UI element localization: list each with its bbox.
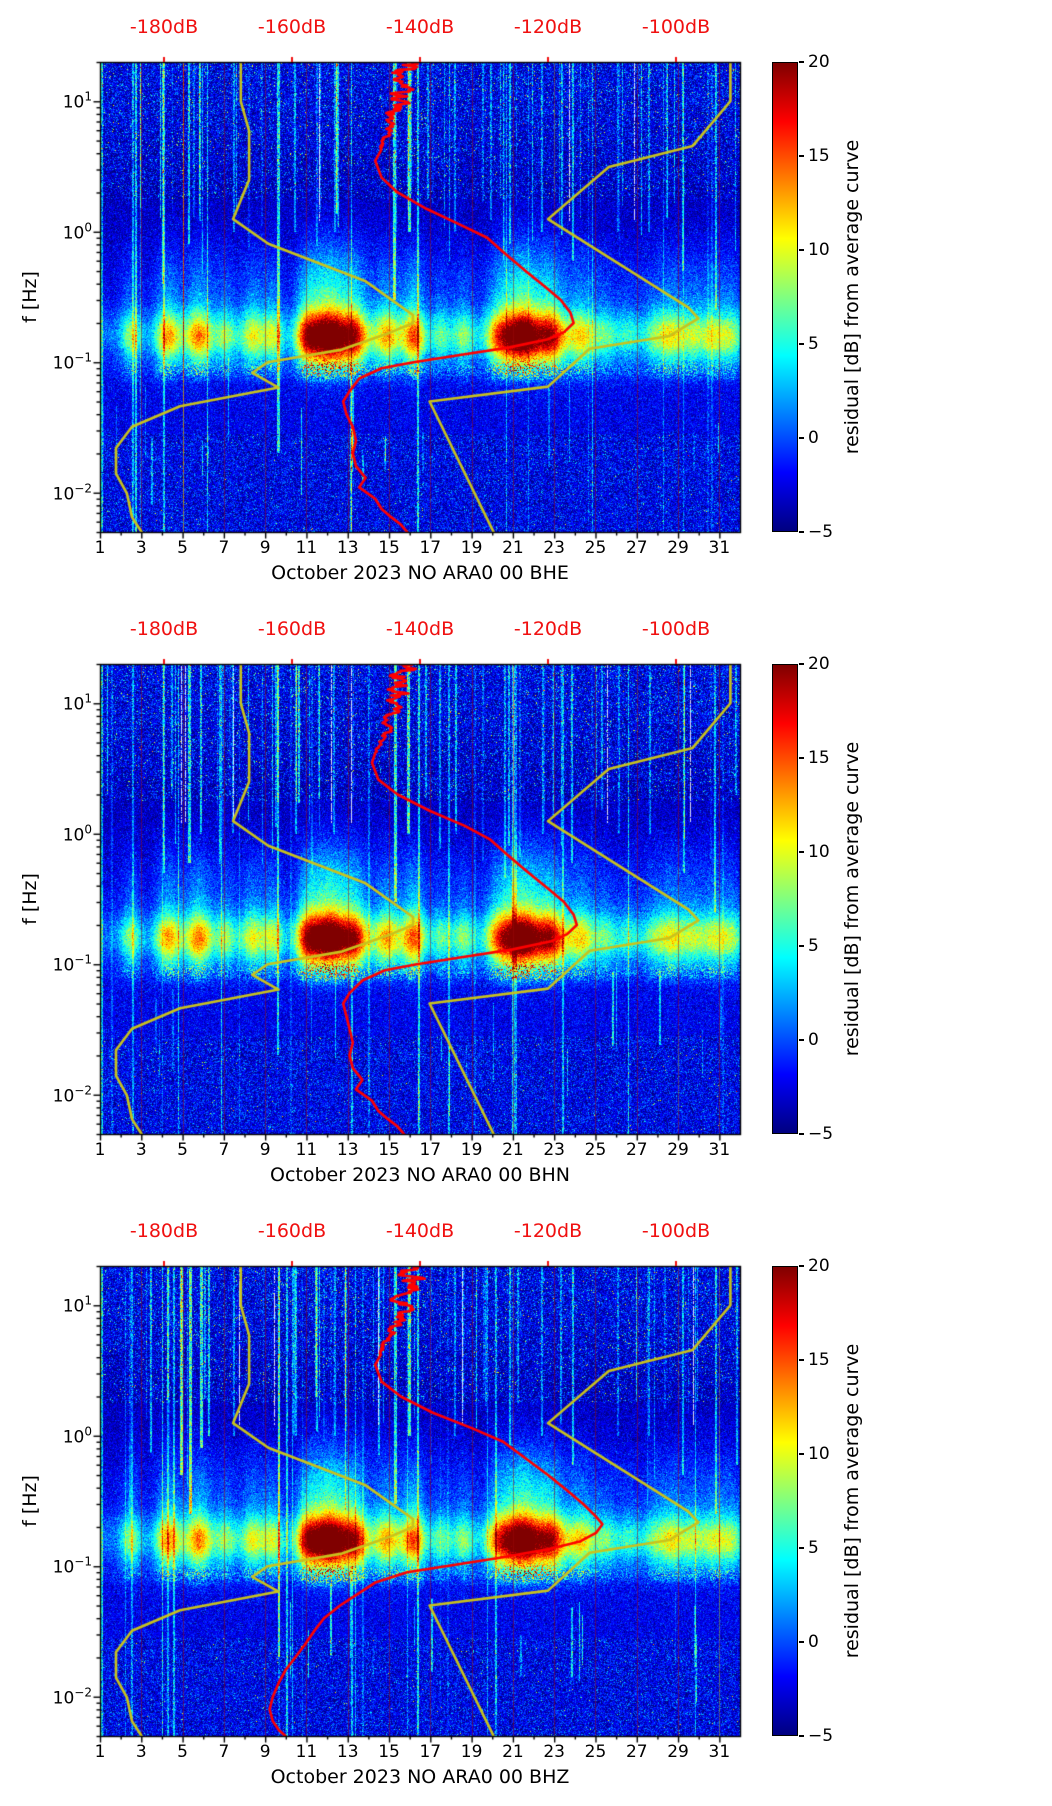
colorbar-tick-label: 20 xyxy=(808,52,830,72)
y-tick-label: 101 xyxy=(62,89,92,113)
top-db-tick-label: -140dB xyxy=(385,16,455,38)
top-db-tick-label: -100dB xyxy=(641,1220,711,1242)
colorbar-tick-labels: −5 0 5 10 15 20 xyxy=(772,52,1042,542)
y-tick-label: 10−2 xyxy=(52,1083,92,1107)
top-db-tick-label: -120dB xyxy=(513,16,583,38)
spectrogram-canvas-bhn xyxy=(88,650,756,1150)
y-tick-label: 10−2 xyxy=(52,481,92,505)
spectrogram-canvas-bhz xyxy=(88,1252,756,1752)
colorbar-tick-label: 15 xyxy=(808,1350,830,1370)
colorbar-tick-label: 5 xyxy=(808,1538,819,1558)
y-axis-title: f [Hz] xyxy=(19,1475,41,1527)
colorbar-tick-mark xyxy=(799,343,804,345)
top-db-tick-label: -160dB xyxy=(257,618,327,640)
top-db-tick-label: -100dB xyxy=(641,618,711,640)
colorbar-tick-mark xyxy=(799,1039,804,1041)
colorbar-tick-mark xyxy=(799,663,804,665)
colorbar-tick-label: 10 xyxy=(808,1444,830,1464)
top-db-tick-label: -100dB xyxy=(641,16,711,38)
colorbar-tick-mark xyxy=(799,61,804,63)
top-db-tick-label: -160dB xyxy=(257,1220,327,1242)
colorbar-gradient xyxy=(772,1266,798,1736)
colorbar-tick-label: 10 xyxy=(808,842,830,862)
colorbar-tick-labels: −5 0 5 10 15 20 xyxy=(772,654,1042,1144)
colorbar-tick-mark xyxy=(799,1641,804,1643)
colorbar-tick-label: 5 xyxy=(808,936,819,956)
colorbar-gradient xyxy=(772,62,798,532)
y-tick-label: 10−2 xyxy=(52,1685,92,1709)
colorbar-gradient xyxy=(772,664,798,1134)
y-tick-label: 100 xyxy=(62,220,92,244)
colorbar-tick-label: −5 xyxy=(808,1726,834,1746)
colorbar-tick-label: −5 xyxy=(808,522,834,542)
colorbar-tick-mark xyxy=(799,155,804,157)
top-db-tick-label: -180dB xyxy=(129,16,199,38)
subplot-bhn: -180dB -160dB -140dB -120dB -100dB 101 100 10−… xyxy=(0,602,1052,1204)
colorbar-tick-label: 0 xyxy=(808,1030,819,1050)
colorbar: −5 0 5 10 15 20 residual [dB] from average cu… xyxy=(772,654,1042,1144)
colorbar-tick-label: 15 xyxy=(808,748,830,768)
spectrogram-canvas-bhe xyxy=(88,48,756,548)
colorbar-tick-label: 10 xyxy=(808,240,830,260)
y-tick-label: 100 xyxy=(62,1424,92,1448)
colorbar-tick-mark xyxy=(799,437,804,439)
top-db-tick-label: -160dB xyxy=(257,16,327,38)
colorbar-title: residual [dB] from average curve xyxy=(841,741,863,1057)
colorbar-tick-label: −5 xyxy=(808,1124,834,1144)
colorbar-tick-label: 0 xyxy=(808,428,819,448)
y-tick-label: 10−1 xyxy=(52,952,92,976)
colorbar-tick-mark xyxy=(799,1265,804,1267)
x-axis-title: October 2023 NO ARA0 00 BHE xyxy=(271,562,569,584)
colorbar-tick-label: 20 xyxy=(808,654,830,674)
colorbar-tick-label: 0 xyxy=(808,1632,819,1652)
top-db-tick-label: -140dB xyxy=(385,618,455,640)
y-tick-label: 10−1 xyxy=(52,350,92,374)
y-tick-label: 100 xyxy=(62,822,92,846)
subplot-bhe: -180dB -160dB -140dB -120dB -100dB 101 100 10−… xyxy=(0,0,1052,602)
colorbar-tick-label: 15 xyxy=(808,146,830,166)
colorbar-title: residual [dB] from average curve xyxy=(841,1343,863,1659)
colorbar-tick-label: 20 xyxy=(808,1256,830,1276)
colorbar-tick-labels: −5 0 5 10 15 20 xyxy=(772,1256,1042,1746)
colorbar-tick-mark xyxy=(799,945,804,947)
top-db-tick-label: -120dB xyxy=(513,1220,583,1242)
top-db-tick-label: -180dB xyxy=(129,618,199,640)
top-db-tick-label: -180dB xyxy=(129,1220,199,1242)
subplot-bhz: -180dB -160dB -140dB -120dB -100dB 101 100 10−… xyxy=(0,1204,1052,1806)
colorbar-tick-mark xyxy=(799,1133,804,1135)
colorbar: −5 0 5 10 15 20 residual [dB] from average cu… xyxy=(772,52,1042,542)
y-tick-label: 101 xyxy=(62,1293,92,1317)
colorbar-title: residual [dB] from average curve xyxy=(841,139,863,455)
colorbar-tick-mark xyxy=(799,1359,804,1361)
colorbar-tick-label: 5 xyxy=(808,334,819,354)
colorbar-tick-mark xyxy=(799,531,804,533)
colorbar: −5 0 5 10 15 20 residual [dB] from average cu… xyxy=(772,1256,1042,1746)
colorbar-tick-mark xyxy=(799,1547,804,1549)
y-tick-label: 101 xyxy=(62,691,92,715)
x-axis-title: October 2023 NO ARA0 00 BHN xyxy=(270,1164,570,1186)
y-axis-title: f [Hz] xyxy=(19,873,41,925)
colorbar-tick-mark xyxy=(799,1453,804,1455)
top-db-tick-label: -140dB xyxy=(385,1220,455,1242)
y-axis-title: f [Hz] xyxy=(19,271,41,323)
colorbar-tick-mark xyxy=(799,757,804,759)
top-db-tick-label: -120dB xyxy=(513,618,583,640)
colorbar-tick-mark xyxy=(799,851,804,853)
colorbar-tick-mark xyxy=(799,1735,804,1737)
y-tick-label: 10−1 xyxy=(52,1554,92,1578)
x-axis-title: October 2023 NO ARA0 00 BHZ xyxy=(270,1766,570,1788)
colorbar-tick-mark xyxy=(799,249,804,251)
